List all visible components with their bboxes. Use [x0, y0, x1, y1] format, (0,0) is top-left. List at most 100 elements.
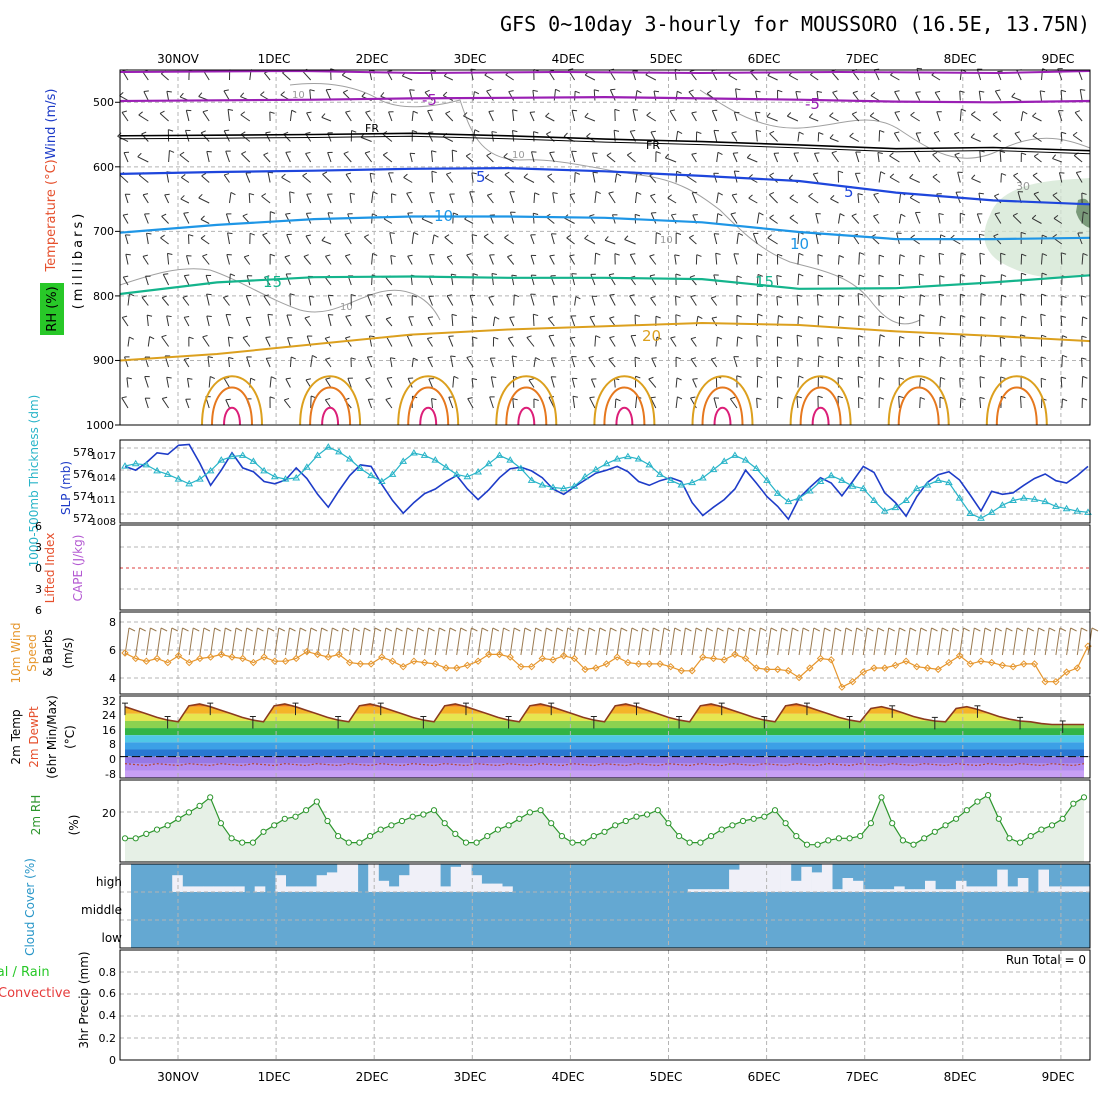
wind-barb-flag: [555, 88, 561, 92]
wind-barb: [959, 335, 962, 347]
thickness-point: [624, 452, 632, 460]
wind-barb: [649, 275, 657, 286]
wind-barb-flag: [1033, 191, 1039, 195]
wind-barb-flag: [1082, 375, 1088, 379]
wind-barb-flag: [230, 191, 236, 196]
wind10m-barb-flag: [492, 627, 500, 632]
wind-barb: [592, 152, 596, 163]
temperature-band: [125, 763, 1084, 771]
isotherm-lobe: [397, 375, 460, 426]
lifted-index-tick: 3: [35, 583, 42, 596]
rh2m-point: [835, 835, 843, 842]
slp-tick: 1017: [91, 451, 116, 462]
wind10m-point: [891, 661, 900, 670]
wind-barb: [1081, 357, 1083, 368]
wind-barb: [202, 111, 210, 122]
wind-barb: [241, 153, 251, 163]
wind-barb: [325, 359, 332, 368]
wind-barb-flag: [1001, 172, 1007, 176]
wind-barb: [321, 240, 332, 245]
wind-barb-flag: [757, 253, 763, 256]
thickness-point: [228, 452, 236, 460]
wind-barb-flag: [548, 334, 555, 337]
panel-frame: [119, 949, 1091, 1061]
temperature-band: [125, 728, 1084, 736]
wind-barb: [919, 294, 921, 306]
wind-barb-flag: [351, 130, 357, 133]
wind10m-barb-flag: [171, 627, 179, 632]
wind-barb: [368, 335, 373, 347]
rh2m-point: [686, 839, 693, 846]
wind-barb: [403, 177, 413, 183]
wind-barb: [980, 334, 982, 347]
wind10m-barb-flag: [1016, 627, 1024, 632]
wind-barb-flag: [240, 111, 246, 116]
rh2m-point: [963, 807, 970, 814]
rh2m-point: [739, 817, 747, 825]
wind-barb: [428, 296, 433, 306]
wind10m-barb-flag: [631, 627, 639, 632]
wind-barb-flag: [798, 375, 804, 379]
rh2m-point: [633, 813, 640, 820]
wind-barb: [198, 197, 210, 204]
wind10m-barb: [755, 627, 761, 656]
wind-barb-flag: [1001, 294, 1007, 298]
wind-barb: [736, 336, 739, 347]
wind-barb: [797, 375, 800, 388]
thickness-point: [388, 470, 397, 477]
wind-barb-flag: [776, 295, 782, 299]
wind-barb-flag: [574, 172, 580, 175]
wind-barb-flag: [1052, 154, 1056, 159]
wind-barb-flag: [706, 90, 712, 94]
wind-barb: [959, 252, 962, 265]
wind-barb: [528, 379, 535, 388]
wind10m-barb: [509, 627, 515, 656]
wind-barb-flag: [549, 151, 555, 154]
wind-barb: [797, 253, 800, 265]
wind-barb: [472, 337, 474, 347]
thickness-point: [174, 475, 183, 482]
wind10m-point: [420, 658, 429, 667]
thickness-point: [377, 477, 386, 484]
wind-barb-flag: [1040, 313, 1046, 317]
wind-barb-flag: [757, 313, 763, 317]
wind10m-point: [549, 656, 557, 664]
wind-barb: [1081, 376, 1084, 388]
wind10m-point: [431, 660, 440, 668]
wind-barb-flag: [166, 90, 172, 93]
date-label: 30NOV: [157, 1070, 199, 1084]
rh2m-unit-label: (%): [67, 815, 81, 836]
wind10m-axis-label: Speed: [25, 634, 39, 672]
rh2m-point: [143, 830, 150, 838]
wind10m-tick: 4: [109, 672, 116, 685]
wind10m-point: [121, 649, 129, 657]
wind-barb: [645, 74, 657, 81]
wind-barb: [590, 378, 596, 388]
cloud-clear-bar: [832, 889, 843, 892]
wind-barb-flag: [691, 152, 697, 155]
wind10m-point: [303, 647, 311, 656]
isotherm-lobe: [897, 386, 940, 426]
wind-barb: [385, 399, 393, 409]
wind-barb-flag: [472, 234, 478, 237]
wind-barb-flag: [289, 293, 295, 296]
wind-barb-flag: [894, 111, 900, 113]
wind-barb-flag: [870, 91, 876, 96]
wind10m-barb: [809, 627, 815, 656]
wind-barb: [1053, 218, 1063, 224]
wind-barb-flag: [852, 111, 857, 115]
precipitation-axis: 0.8 0.6 0.4 0.2 0: [99, 966, 117, 1067]
wind-barb-flag: [200, 234, 206, 239]
wind10m-barb: [210, 627, 216, 656]
isotherm-label-15: 15: [263, 273, 282, 291]
cloud-clear-bar: [223, 886, 235, 892]
temperature-tick: 32: [102, 695, 116, 708]
wind-barb: [248, 193, 251, 204]
wind-barb: [507, 256, 515, 265]
thickness-axis-label: 1000-500mb Thickness (dm): [27, 395, 41, 568]
wind-barb-flag: [451, 273, 457, 276]
thickness-point: [977, 514, 985, 521]
wind-barb: [614, 173, 618, 183]
cloud-clear-bar: [842, 878, 854, 892]
wind10m-barb: [638, 627, 644, 656]
